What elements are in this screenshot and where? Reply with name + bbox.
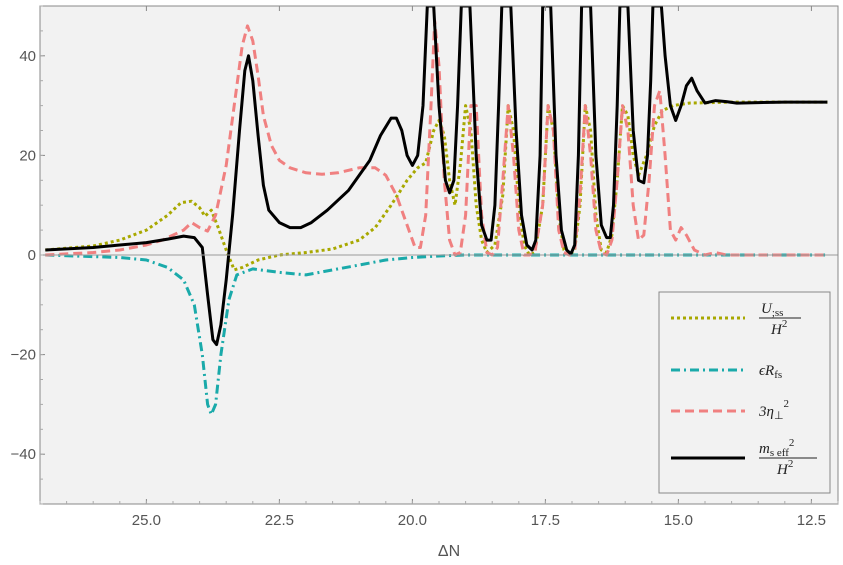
series-line-1 <box>45 253 828 416</box>
series-layer <box>45 6 828 416</box>
legend-label-num-3: ms eff2 <box>759 437 794 459</box>
x-tick-label: 15.0 <box>664 512 693 529</box>
y-tick-label: 0 <box>28 247 36 264</box>
legend-box <box>658 291 831 494</box>
x-tick-label: 12.5 <box>797 512 826 529</box>
y-tick-label: 40 <box>19 48 36 65</box>
x-tick-label: 22.5 <box>265 512 294 529</box>
legend-label-2: 3η⊥2 <box>758 398 789 422</box>
series-line-2 <box>45 19 828 257</box>
y-tick-label: −20 <box>11 347 36 364</box>
legend-label-den-3: H2 <box>776 458 793 478</box>
x-tick-label: 25.0 <box>132 512 161 529</box>
y-tick-label: 20 <box>19 147 36 164</box>
x-axis-label: ΔN <box>438 543 460 560</box>
ticks-layer: 25.0 22.5 20.0 17.5 15.0 12.5 −40 −20 0 20 40 <box>11 5 839 529</box>
y-tick-label: −40 <box>11 446 36 463</box>
x-tick-label: 17.5 <box>531 512 560 529</box>
legend-label-num-0: U;ss <box>761 301 783 319</box>
legend-label-1: ϵRfs <box>759 363 782 381</box>
legend-label-den-0: H2 <box>770 318 787 338</box>
x-tick-label: 20.0 <box>398 512 427 529</box>
series-line-3 <box>45 6 828 347</box>
